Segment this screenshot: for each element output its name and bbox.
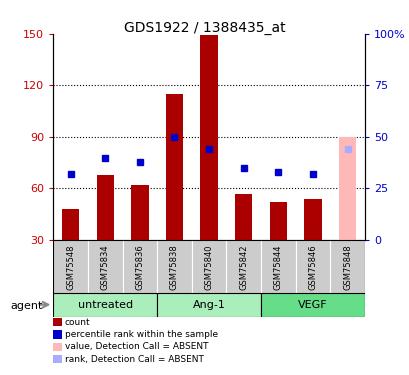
Bar xyxy=(330,240,364,292)
Bar xyxy=(165,94,183,240)
Text: GSM75838: GSM75838 xyxy=(170,244,179,290)
Bar xyxy=(191,240,226,292)
Text: VEGF: VEGF xyxy=(297,300,327,310)
Bar xyxy=(131,185,148,240)
Text: GDS1922 / 1388435_at: GDS1922 / 1388435_at xyxy=(124,21,285,34)
Text: agent: agent xyxy=(10,301,43,310)
Bar xyxy=(338,137,355,240)
Bar xyxy=(97,175,114,240)
Text: GSM75834: GSM75834 xyxy=(101,244,110,290)
Bar xyxy=(53,240,88,292)
Bar xyxy=(261,292,364,317)
Bar xyxy=(295,240,330,292)
Text: percentile rank within the sample: percentile rank within the sample xyxy=(65,330,217,339)
Bar xyxy=(226,240,261,292)
Text: GSM75840: GSM75840 xyxy=(204,244,213,290)
Bar xyxy=(157,240,191,292)
Text: Ang-1: Ang-1 xyxy=(192,300,225,310)
Bar xyxy=(303,199,321,240)
Bar xyxy=(269,202,286,240)
Text: GSM75548: GSM75548 xyxy=(66,244,75,290)
Text: GSM75848: GSM75848 xyxy=(342,244,351,290)
Text: GSM75842: GSM75842 xyxy=(238,244,247,290)
Bar xyxy=(200,36,217,240)
Bar xyxy=(157,292,261,317)
Bar xyxy=(234,194,252,240)
Bar xyxy=(261,240,295,292)
Bar xyxy=(88,240,122,292)
Text: untreated: untreated xyxy=(77,300,133,310)
Bar xyxy=(122,240,157,292)
Text: count: count xyxy=(65,318,90,327)
Text: GSM75844: GSM75844 xyxy=(273,244,282,290)
Bar xyxy=(62,209,79,240)
Text: GSM75836: GSM75836 xyxy=(135,244,144,290)
Bar xyxy=(53,292,157,317)
Text: GSM75846: GSM75846 xyxy=(308,244,317,290)
Text: value, Detection Call = ABSENT: value, Detection Call = ABSENT xyxy=(65,342,208,351)
Text: rank, Detection Call = ABSENT: rank, Detection Call = ABSENT xyxy=(65,355,203,364)
